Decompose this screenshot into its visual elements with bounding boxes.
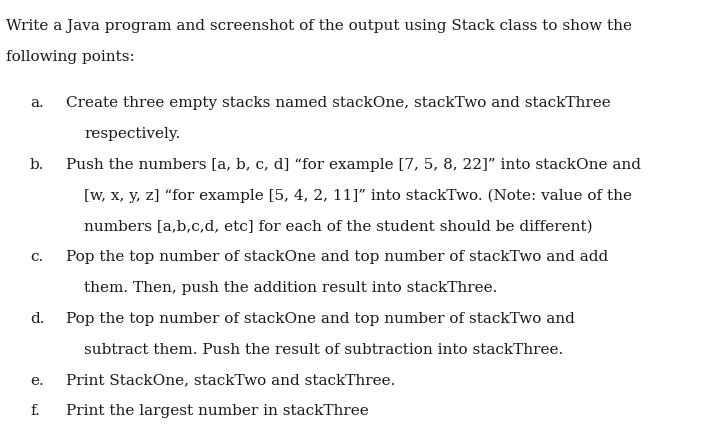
Text: Pop the top number of stackOne and top number of stackTwo and: Pop the top number of stackOne and top n… xyxy=(66,312,576,326)
Text: b.: b. xyxy=(30,158,44,172)
Text: f.: f. xyxy=(30,404,40,419)
Text: Pop the top number of stackOne and top number of stackTwo and add: Pop the top number of stackOne and top n… xyxy=(66,250,608,265)
Text: d.: d. xyxy=(30,312,44,326)
Text: Create three empty stacks named stackOne, stackTwo and stackThree: Create three empty stacks named stackOne… xyxy=(66,96,611,110)
Text: Print the largest number in stackThree: Print the largest number in stackThree xyxy=(66,404,369,419)
Text: subtract them. Push the result of subtraction into stackThree.: subtract them. Push the result of subtra… xyxy=(84,343,563,357)
Text: c.: c. xyxy=(30,250,44,265)
Text: following points:: following points: xyxy=(6,50,134,64)
Text: [w, x, y, z] “for example [5, 4, 2, 11]” into stackTwo. (Note: value of the: [w, x, y, z] “for example [5, 4, 2, 11]”… xyxy=(84,189,632,203)
Text: Print StackOne, stackTwo and stackThree.: Print StackOne, stackTwo and stackThree. xyxy=(66,374,396,388)
Text: e.: e. xyxy=(30,374,44,388)
Text: Write a Java program and screenshot of the output using Stack class to show the: Write a Java program and screenshot of t… xyxy=(6,19,632,33)
Text: Push the numbers [a, b, c, d] “for example [7, 5, 8, 22]” into stackOne and: Push the numbers [a, b, c, d] “for examp… xyxy=(66,158,641,172)
Text: respectively.: respectively. xyxy=(84,127,181,141)
Text: a.: a. xyxy=(30,96,44,110)
Text: numbers [a,b,c,d, etc] for each of the student should be different): numbers [a,b,c,d, etc] for each of the s… xyxy=(84,220,593,234)
Text: them. Then, push the addition result into stackThree.: them. Then, push the addition result int… xyxy=(84,281,498,295)
